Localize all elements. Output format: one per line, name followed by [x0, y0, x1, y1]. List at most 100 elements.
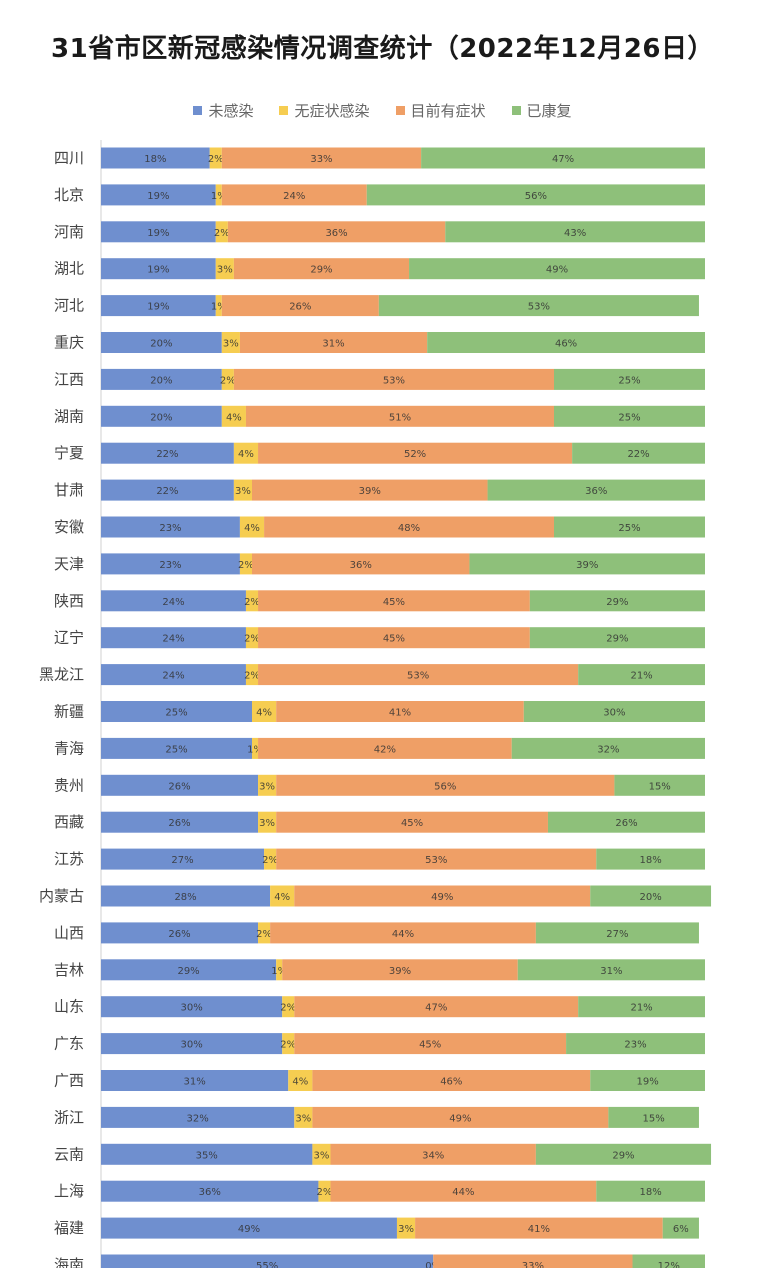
data-label: 4% [244, 523, 260, 534]
data-label: 25% [618, 412, 640, 423]
data-label: 49% [546, 265, 568, 276]
bar-segment [233, 368, 554, 390]
data-label: 19% [637, 1077, 659, 1088]
bar-row: 新疆 25% 4% 41% 30% [54, 701, 705, 722]
data-label: 24% [283, 191, 305, 202]
bar-segment [330, 1143, 536, 1165]
bar-segment [101, 811, 259, 833]
bar-row: 广东 30% 2% 45% 23% [54, 1033, 705, 1055]
data-label: 2% [208, 154, 224, 165]
bar-segment [101, 1180, 319, 1202]
legend-item-symptomatic: 目前有症状 [395, 100, 486, 121]
data-label: 52% [404, 449, 426, 460]
bar-row: 湖北 19% 3% 29% 49% [54, 258, 705, 280]
bar-segment [409, 258, 705, 280]
data-label: 3% [295, 1113, 311, 1124]
bar-segment [245, 664, 259, 686]
bar-row: 甘肃 22% 3% 39% 36% [54, 479, 705, 501]
data-label: 2% [262, 855, 278, 866]
bar-segment [258, 737, 512, 759]
data-label: 53% [528, 302, 550, 313]
data-label: 4% [256, 708, 272, 719]
bar-segment [221, 184, 367, 206]
data-label: 41% [389, 708, 411, 719]
bar-segment [101, 258, 216, 280]
bar-segment [378, 295, 699, 317]
category-label: 河南 [54, 223, 84, 241]
bar-row: 云南 35% 3% 34% 29% [54, 1143, 712, 1165]
data-label: 15% [643, 1113, 665, 1124]
data-label: 12% [658, 1261, 680, 1268]
bar-segment [101, 701, 252, 722]
data-label: 32% [187, 1113, 209, 1124]
data-label: 4% [226, 412, 242, 423]
bar-segment [215, 258, 234, 280]
data-label: 25% [165, 744, 187, 755]
bar-segment [101, 553, 240, 575]
data-label: 1% [211, 302, 227, 313]
bar-segment [258, 627, 530, 649]
data-label: 41% [528, 1224, 550, 1235]
bar-segment [215, 295, 222, 317]
bar-segment [511, 737, 705, 759]
bar-row: 北京 19% 1% 24% 56% [54, 184, 705, 206]
data-label: 49% [449, 1113, 471, 1124]
bar-segment [318, 1180, 331, 1202]
bar-segment [535, 922, 699, 944]
bar-segment [282, 996, 295, 1018]
bar-segment [101, 922, 259, 944]
legend-item-uninfected: 未感染 [193, 100, 253, 121]
data-label: 2% [317, 1187, 333, 1198]
data-label: 21% [630, 1003, 652, 1014]
category-label: 湖南 [54, 407, 84, 425]
data-label: 2% [280, 1040, 296, 1051]
category-label: 天津 [54, 555, 84, 573]
data-label: 25% [618, 375, 640, 386]
category-label: 福建 [54, 1219, 84, 1237]
data-label: 3% [223, 339, 239, 350]
bar-segment [221, 295, 379, 317]
bar-segment [101, 442, 234, 464]
bar-segment [101, 516, 240, 538]
category-label: 江苏 [54, 850, 84, 868]
data-label: 22% [627, 449, 649, 460]
bar-segment [554, 516, 705, 538]
data-label: 36% [585, 486, 607, 497]
category-label: 山东 [54, 998, 84, 1016]
data-label: 1% [247, 744, 263, 755]
bar-segment [578, 996, 705, 1018]
data-label: 29% [612, 1150, 634, 1161]
data-label: 32% [597, 744, 619, 755]
data-label: 36% [199, 1187, 221, 1198]
bar-segment [252, 479, 488, 501]
data-label: 49% [431, 892, 453, 903]
data-label: 19% [147, 302, 169, 313]
bar-segment [608, 1106, 699, 1128]
data-label: 34% [422, 1150, 444, 1161]
legend-swatch-symptomatic [395, 106, 405, 115]
bar-segment [427, 332, 705, 353]
category-label: 内蒙古 [39, 887, 84, 905]
bar-row: 福建 49% 3% 41% 6% [54, 1217, 699, 1239]
data-label: 42% [374, 744, 396, 755]
legend-item-recovered: 已康复 [511, 100, 572, 121]
bar-segment [101, 147, 210, 169]
data-label: 24% [162, 597, 184, 608]
data-label: 44% [392, 929, 414, 940]
data-label: 55% [256, 1261, 278, 1268]
bar-segment [566, 1033, 705, 1055]
bar-segment [270, 922, 536, 944]
bar-segment [282, 1033, 295, 1055]
legend-swatch-uninfected [193, 106, 203, 115]
bar-row: 安徽 23% 4% 48% 25% [54, 516, 705, 538]
legend-swatch-recovered [511, 106, 521, 115]
category-label: 湖北 [54, 260, 84, 278]
data-label: 1% [211, 191, 227, 202]
bar-row: 黑龙江 24% 2% 53% 21% [39, 664, 705, 686]
bar-segment [258, 664, 579, 686]
bar-segment [101, 774, 259, 796]
bar-segment [101, 959, 277, 981]
bar-row: 宁夏 22% 4% 52% 22% [54, 442, 705, 464]
bar-segment [101, 184, 216, 206]
